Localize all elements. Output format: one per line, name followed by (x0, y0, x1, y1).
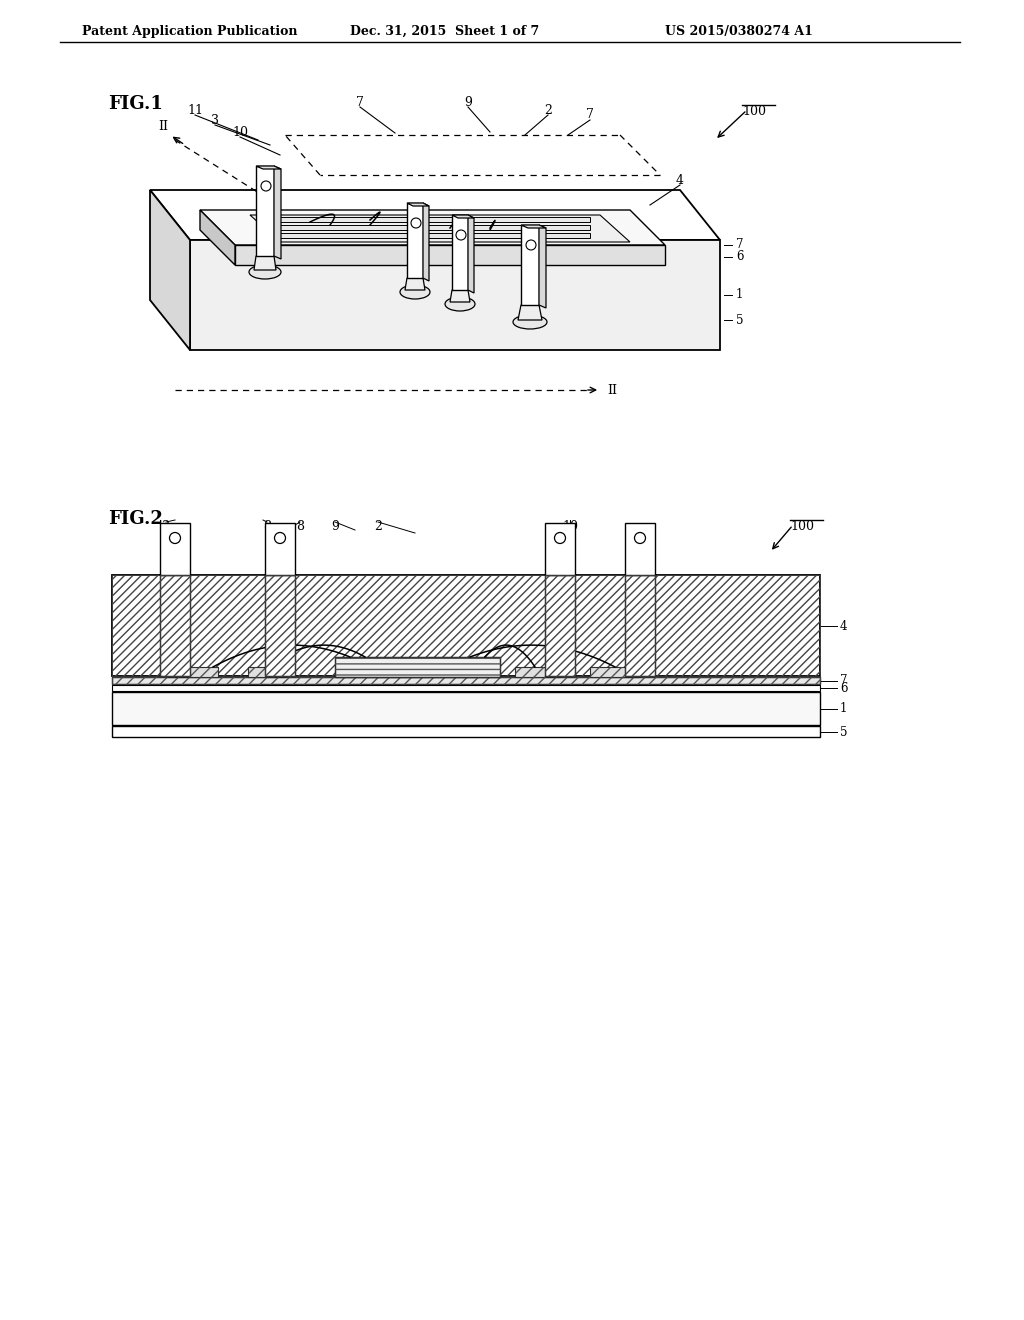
Text: 8: 8 (296, 520, 304, 533)
Bar (160, 523, 190, 576)
Circle shape (555, 532, 565, 544)
Text: Dec. 31, 2015  Sheet 1 of 7: Dec. 31, 2015 Sheet 1 of 7 (350, 25, 540, 38)
Bar (248, 667, 285, 677)
Text: 100: 100 (742, 106, 766, 117)
Polygon shape (200, 210, 234, 265)
Bar (112, 677, 820, 684)
Bar (248, 667, 285, 677)
Bar (265, 576, 295, 676)
Bar (112, 576, 820, 676)
Text: US 2015/0380274 A1: US 2015/0380274 A1 (665, 25, 813, 38)
Bar (265, 576, 295, 676)
Bar (112, 576, 820, 676)
Text: 3: 3 (211, 114, 219, 127)
Polygon shape (274, 166, 281, 259)
Bar (160, 576, 190, 676)
Polygon shape (250, 215, 630, 242)
Text: FIG.2: FIG.2 (108, 510, 163, 528)
Text: 5: 5 (736, 314, 743, 326)
Text: 4: 4 (840, 619, 848, 632)
Bar (625, 576, 655, 676)
Circle shape (274, 532, 286, 544)
Bar (335, 657, 500, 677)
Text: 10: 10 (232, 125, 248, 139)
Circle shape (411, 218, 421, 228)
Bar (168, 667, 218, 677)
Bar (625, 576, 655, 676)
Text: 7: 7 (586, 108, 594, 121)
Circle shape (261, 181, 271, 191)
Polygon shape (254, 256, 276, 271)
Text: 7: 7 (356, 95, 364, 108)
Bar (112, 677, 820, 684)
Text: 6: 6 (840, 681, 848, 694)
Bar (515, 667, 560, 677)
Text: 7: 7 (840, 675, 848, 688)
Bar (112, 692, 820, 725)
Polygon shape (468, 215, 474, 293)
Text: 10: 10 (562, 520, 578, 533)
Polygon shape (407, 203, 429, 206)
Polygon shape (190, 240, 720, 350)
Polygon shape (150, 190, 190, 350)
Text: 100: 100 (790, 520, 814, 533)
Bar (335, 657, 500, 677)
Bar (545, 523, 575, 576)
Text: 2: 2 (544, 103, 552, 116)
Bar (545, 576, 575, 676)
Text: II: II (607, 384, 617, 396)
Bar (407, 203, 423, 279)
Bar (590, 667, 640, 677)
Text: 4: 4 (676, 173, 684, 186)
Text: 7: 7 (736, 239, 743, 252)
Polygon shape (234, 246, 665, 265)
Bar (112, 685, 820, 690)
Bar (590, 667, 640, 677)
Polygon shape (200, 210, 665, 246)
Text: FIG.1: FIG.1 (108, 95, 163, 114)
Ellipse shape (400, 285, 430, 300)
Polygon shape (521, 224, 546, 228)
Text: 9: 9 (331, 520, 339, 533)
Polygon shape (518, 305, 542, 319)
Text: 3: 3 (162, 520, 170, 533)
Bar (625, 523, 655, 576)
Ellipse shape (445, 297, 475, 312)
Ellipse shape (249, 265, 281, 279)
Polygon shape (450, 290, 470, 302)
Polygon shape (265, 234, 590, 238)
Bar (256, 166, 274, 256)
Circle shape (170, 532, 180, 544)
Bar (452, 215, 468, 290)
Circle shape (456, 230, 466, 240)
Circle shape (526, 240, 536, 249)
Text: 2: 2 (374, 520, 382, 533)
Text: 1: 1 (840, 702, 848, 715)
Polygon shape (539, 224, 546, 308)
Text: Patent Application Publication: Patent Application Publication (82, 25, 298, 38)
Text: 9: 9 (464, 95, 472, 108)
Text: 11: 11 (187, 103, 203, 116)
Bar (265, 523, 295, 576)
Bar (112, 726, 820, 737)
Bar (521, 224, 539, 305)
Bar (545, 576, 575, 676)
Text: 6: 6 (736, 251, 743, 264)
Bar (168, 667, 218, 677)
Polygon shape (265, 216, 590, 222)
Polygon shape (256, 166, 281, 169)
Ellipse shape (513, 315, 547, 329)
Polygon shape (150, 190, 720, 240)
Polygon shape (452, 215, 474, 218)
Polygon shape (265, 224, 590, 230)
Text: 8: 8 (263, 520, 271, 533)
Circle shape (635, 532, 645, 544)
Polygon shape (406, 279, 425, 290)
Text: II: II (158, 120, 168, 133)
Polygon shape (423, 203, 429, 281)
Bar (160, 576, 190, 676)
Text: 5: 5 (840, 726, 848, 738)
Text: 1: 1 (736, 289, 743, 301)
Bar (515, 667, 560, 677)
